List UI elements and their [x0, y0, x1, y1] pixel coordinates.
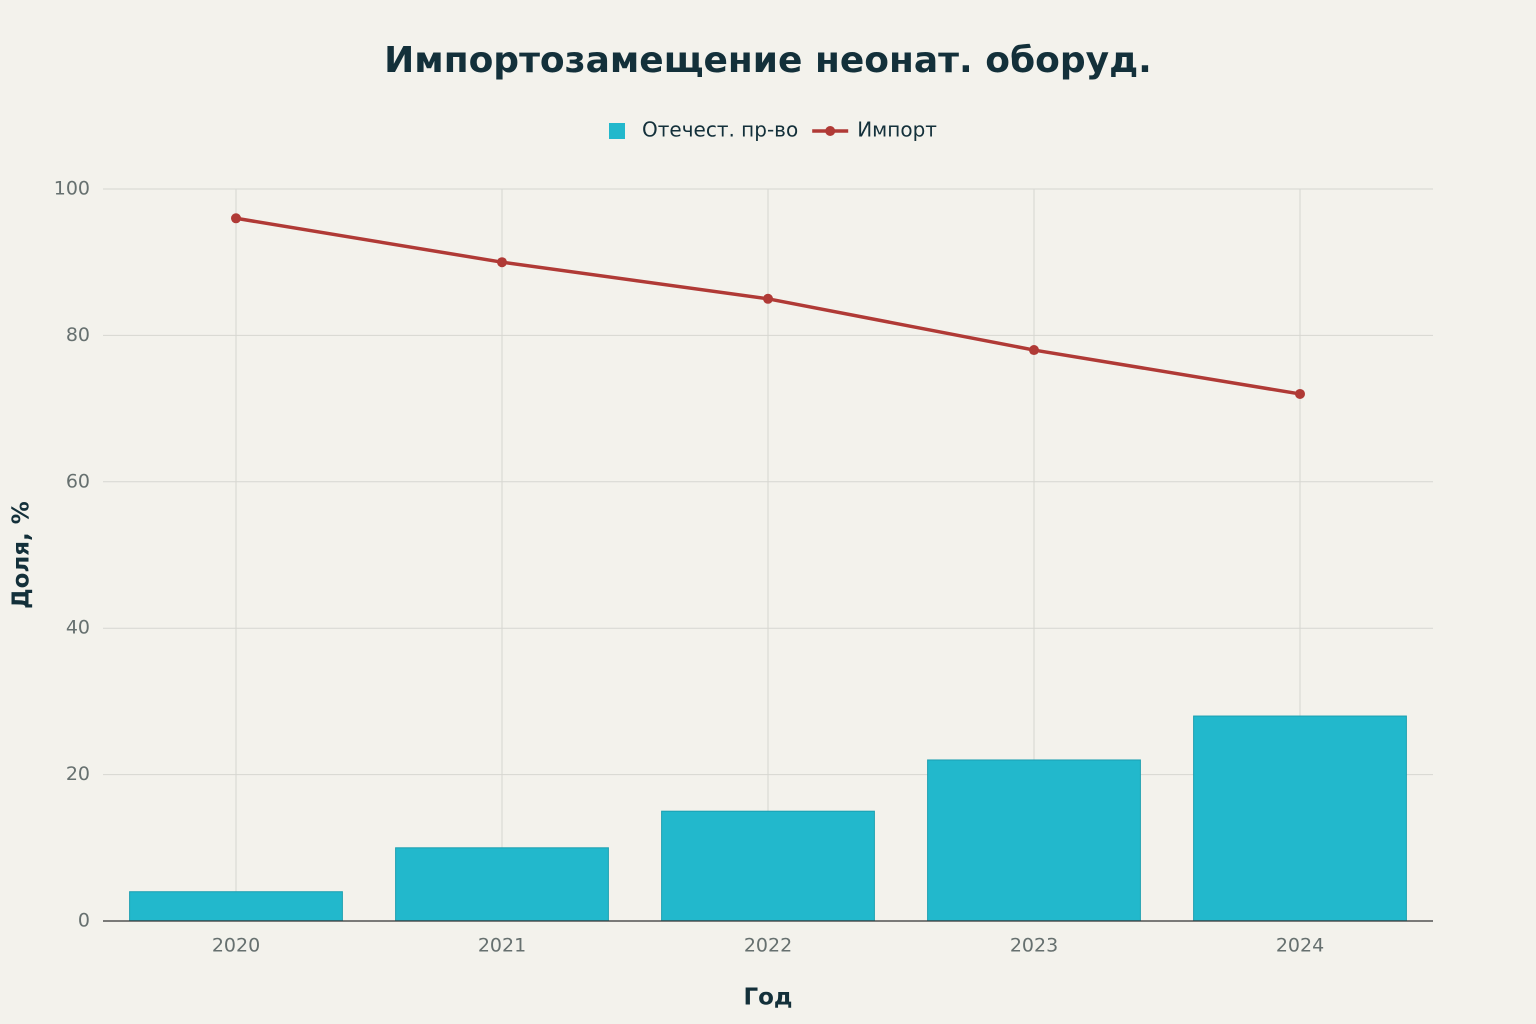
x-tick-label: 2022	[744, 935, 792, 957]
legend-swatch	[609, 123, 625, 139]
line-point	[231, 213, 241, 224]
y-tick-label: 80	[66, 324, 90, 346]
line-point	[497, 257, 507, 268]
bar	[1193, 715, 1407, 922]
bar	[927, 759, 1141, 922]
y-axis-title: Доля, %	[9, 501, 35, 609]
x-tick-label: 2021	[478, 935, 526, 957]
x-tick-label: 2023	[1010, 935, 1058, 957]
chart-title: Импортозамещение неонат. оборуд.	[384, 40, 1152, 81]
x-tick-label: 2024	[1276, 935, 1324, 957]
y-tick-label: 20	[66, 763, 90, 785]
bar	[661, 810, 875, 922]
y-tick-label: 0	[78, 910, 90, 932]
y-tick-label: 40	[66, 617, 90, 639]
legend-label: Импорт	[857, 118, 937, 142]
x-tick-label: 2020	[212, 935, 260, 957]
line-point	[1295, 388, 1305, 399]
x-axis-title: Год	[743, 985, 792, 1011]
bar	[395, 847, 609, 922]
legend-label: Отечест. пр-во	[642, 118, 798, 142]
y-tick-label: 60	[66, 470, 90, 492]
line-point	[1029, 345, 1039, 356]
legend-swatch-point	[825, 126, 836, 136]
line-point	[763, 293, 773, 304]
y-tick-label: 100	[54, 178, 90, 200]
bar	[129, 891, 343, 922]
